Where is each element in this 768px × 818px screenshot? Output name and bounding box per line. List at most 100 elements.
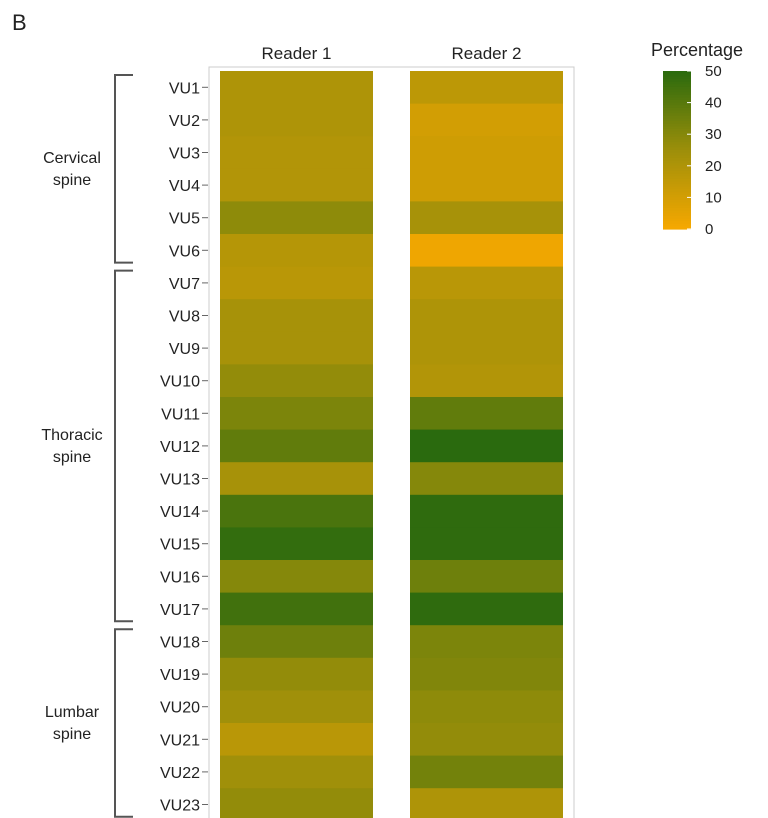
heatmap-cell: [410, 560, 563, 594]
heatmap-cell: [410, 494, 563, 528]
legend-gradient-segment: [663, 210, 691, 214]
group-bracket: [114, 74, 133, 264]
legend-gradient-segment: [663, 189, 691, 193]
row-label: VU16: [160, 569, 200, 586]
row-label: VU21: [160, 732, 200, 749]
heatmap-cell: [220, 494, 373, 528]
legend-gradient-segment: [663, 168, 691, 172]
heatmap-cell: [410, 462, 563, 496]
legend-gradient-segment: [663, 178, 691, 183]
heatmap-cell: [220, 560, 373, 594]
legend-gradient-segment: [663, 181, 691, 185]
row-label: VU10: [160, 374, 200, 391]
legend-gradient-segment: [663, 86, 691, 91]
heatmap-cell: [220, 201, 373, 235]
heatmap-cell: [220, 364, 373, 398]
legend-gradient-segment: [663, 157, 691, 162]
legend-gradient-segment: [663, 213, 691, 217]
row-label: VU1: [169, 80, 200, 97]
legend-gradient-segment: [663, 92, 691, 96]
row-label: VU13: [160, 472, 200, 489]
heatmap-cell: [220, 299, 373, 333]
heatmap-cell: [410, 397, 563, 431]
heatmap-cell: [220, 527, 373, 561]
legend-gradient-segment: [663, 202, 691, 206]
row-label: VU19: [160, 667, 200, 684]
legend-gradient-segment: [663, 71, 691, 75]
heatmap-cell: [220, 429, 373, 463]
row-label: VU9: [169, 341, 200, 358]
legend-gradient-segment: [663, 226, 691, 230]
row-label: VU5: [169, 211, 200, 228]
heatmap-cell: [410, 755, 563, 789]
group-label: Cervical: [43, 150, 101, 167]
legend-gradient-segment: [663, 78, 691, 83]
legend-gradient-segment: [663, 97, 691, 101]
heatmap-cell: [410, 429, 563, 463]
legend-tick-label: 0: [705, 221, 713, 238]
heatmap-cell: [410, 71, 563, 105]
legend-gradient-segment: [663, 192, 691, 196]
legend-gradient-segment: [663, 223, 691, 227]
legend-tick-label: 10: [705, 189, 722, 206]
heatmap-cell: [410, 266, 563, 300]
heatmap-cell: [410, 103, 563, 137]
row-label: VU17: [160, 602, 200, 619]
legend-gradient-segment: [663, 147, 691, 151]
legend-gradient-segment: [663, 152, 691, 156]
heatmap-cell: [410, 234, 563, 268]
row-label: VU23: [160, 798, 200, 815]
legend-gradient-segment: [663, 160, 691, 164]
legend-gradient-segment: [663, 171, 691, 175]
column-header: Reader 2: [452, 44, 522, 63]
heatmap-cell: [220, 592, 373, 626]
group-bracket: [114, 628, 133, 818]
legend-tick-label: 30: [705, 126, 722, 143]
heatmap-cell: [220, 462, 373, 496]
panel-label: B: [12, 10, 27, 35]
legend-gradient-segment: [663, 207, 691, 212]
heatmap-cell: [220, 71, 373, 105]
heatmap-cell: [410, 168, 563, 202]
legend-gradient-segment: [663, 194, 691, 198]
heatmap-cell: [220, 690, 373, 724]
row-label: VU15: [160, 537, 200, 554]
group-label: Lumbar: [45, 704, 100, 721]
heatmap-cell: [220, 103, 373, 137]
row-label: VU18: [160, 635, 200, 652]
heatmap-cell: [410, 201, 563, 235]
legend-gradient-segment: [663, 186, 691, 191]
legend-gradient-segment: [663, 107, 691, 112]
legend-gradient-segment: [663, 76, 691, 80]
heatmap-cell: [220, 625, 373, 659]
legend-gradient-segment: [663, 113, 691, 117]
legend-tick-label: 20: [705, 158, 722, 175]
group-label: spine: [53, 449, 91, 466]
legend-gradient-segment: [663, 150, 691, 154]
heatmap-cell: [410, 690, 563, 724]
legend-gradient-segment: [663, 134, 691, 138]
legend-gradient-segment: [663, 123, 691, 127]
heatmap-cell: [410, 299, 563, 333]
legend-gradient-segment: [663, 215, 691, 220]
legend-gradient-segment: [663, 94, 691, 98]
legend-gradient-segment: [663, 144, 691, 148]
heatmap-cell: [220, 755, 373, 789]
heatmap-cell: [220, 657, 373, 691]
heatmap-cell: [220, 331, 373, 365]
heatmap-cell: [410, 723, 563, 757]
legend-title: Percentage: [651, 40, 743, 60]
legend-gradient-segment: [663, 200, 691, 204]
legend-gradient-segment: [663, 176, 691, 180]
heatmap-cell: [220, 266, 373, 300]
legend-gradient-segment: [663, 73, 691, 77]
heatmap-cell: [220, 168, 373, 202]
row-label: VU7: [169, 276, 200, 293]
row-label: VU11: [161, 406, 200, 423]
heatmap-cell: [410, 592, 563, 626]
heatmap-cell: [410, 625, 563, 659]
heatmap-cell: [410, 527, 563, 561]
legend-gradient-segment: [663, 110, 691, 114]
legend-gradient-segment: [663, 163, 691, 167]
